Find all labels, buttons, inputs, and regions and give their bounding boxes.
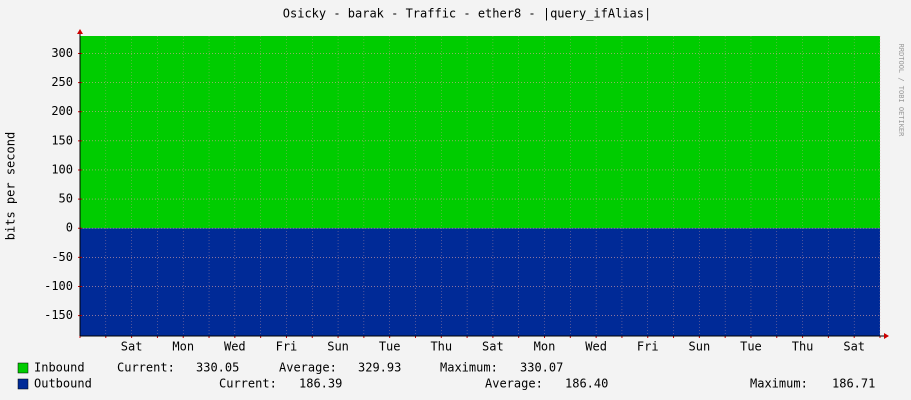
- stat-label: Maximum:: [440, 361, 498, 375]
- stat-label: Current:: [117, 361, 175, 375]
- y-axis-label: bits per second: [4, 132, 18, 240]
- stat-value: 330.05: [196, 361, 239, 375]
- y-tick-label: 0: [66, 221, 73, 235]
- x-tick-label: Sun: [689, 340, 711, 354]
- y-tick-label: 200: [51, 104, 73, 118]
- chart-title: Osicky - barak - Traffic - ether8 - |que…: [283, 7, 651, 21]
- area: [80, 36, 880, 229]
- legend-label: Outbound: [34, 377, 92, 391]
- x-tick-label: Tue: [740, 340, 762, 354]
- y-tick-label: 100: [51, 162, 73, 176]
- x-tick-label: Mon: [534, 340, 556, 354]
- watermark: RRDTOOL / TOBI OETIKER: [897, 44, 905, 138]
- y-tick-label: 250: [51, 75, 73, 89]
- stat-value: 186.39: [299, 377, 342, 391]
- x-tick-label: Sat: [121, 340, 143, 354]
- stat-label: Average:: [279, 361, 337, 375]
- legend-label: Inbound: [34, 361, 85, 375]
- y-tick-label: 150: [51, 133, 73, 147]
- x-axis-arrow: [884, 333, 889, 339]
- stat-label: Maximum:: [750, 377, 808, 391]
- x-tick-label: Wed: [224, 340, 246, 354]
- grid: [77, 29, 889, 339]
- y-tick-label: 300: [51, 46, 73, 60]
- y-axis-arrow: [77, 29, 83, 34]
- legend-swatch[interactable]: [17, 362, 29, 374]
- y-tick-label: -50: [51, 250, 73, 264]
- legend-swatch[interactable]: [17, 378, 29, 390]
- x-tick-label: Sun: [327, 340, 349, 354]
- y-tick-label: -150: [44, 308, 73, 322]
- x-tick-label: Fri: [637, 340, 659, 354]
- stat-value: 329.93: [358, 361, 401, 375]
- x-tick-label: Wed: [585, 340, 607, 354]
- x-tick-label: Mon: [172, 340, 194, 354]
- x-tick-label: Sat: [482, 340, 504, 354]
- x-tick-label: Fri: [276, 340, 298, 354]
- stat-value: 186.40: [565, 377, 608, 391]
- area: [80, 228, 880, 336]
- y-tick-label: -100: [44, 279, 73, 293]
- x-tick-label: Tue: [379, 340, 401, 354]
- x-tick-label: Thu: [430, 340, 452, 354]
- areas: [80, 36, 880, 336]
- stat-value: 186.71: [832, 377, 875, 391]
- x-tick-label: Thu: [792, 340, 814, 354]
- stat-label: Average:: [485, 377, 543, 391]
- y-tick-label: 50: [59, 192, 73, 206]
- x-tick-label: Sat: [843, 340, 865, 354]
- stat-label: Current:: [219, 377, 277, 391]
- stat-value: 330.07: [520, 361, 563, 375]
